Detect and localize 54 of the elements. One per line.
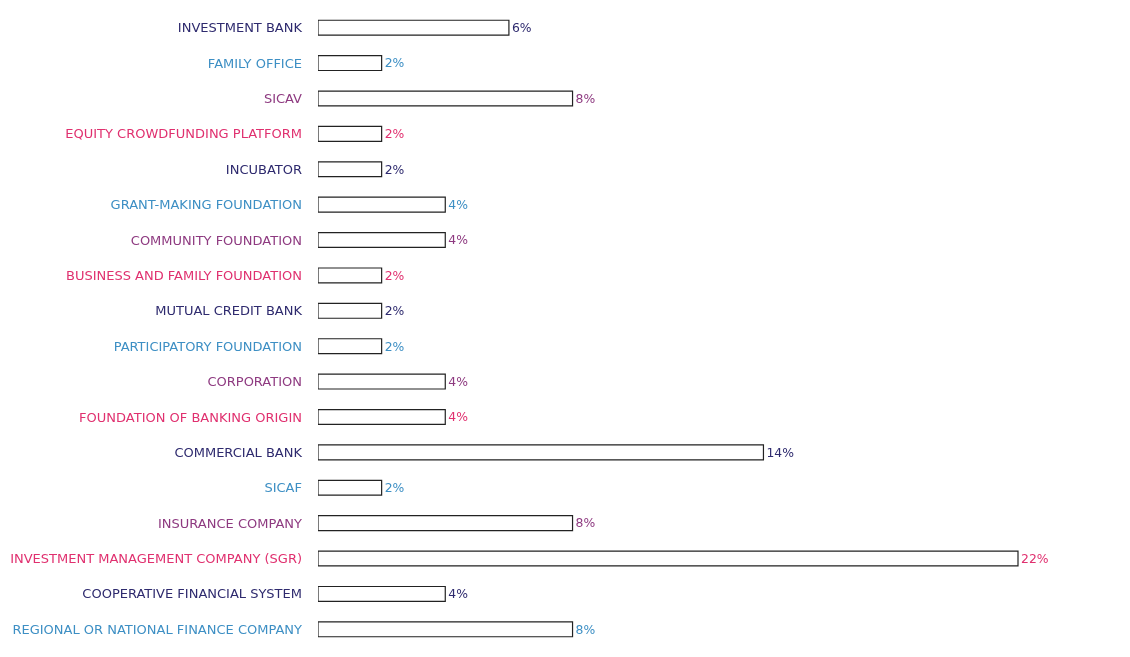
bar — [318, 232, 446, 249]
data-label: 2% — [384, 303, 405, 319]
y-tick-label: FOUNDATION OF BANKING ORIGIN — [79, 409, 302, 425]
y-tick-label: BUSINESS AND FAMILY FOUNDATION — [65, 267, 302, 283]
bar — [318, 55, 383, 72]
data-label: 2% — [384, 127, 405, 142]
y-tick-label: SICAF — [264, 480, 302, 496]
data-label: 2% — [384, 162, 405, 177]
bar — [318, 19, 510, 36]
bar — [318, 585, 446, 602]
y-tick-label: CORPORATION — [207, 374, 302, 390]
y-tick-label: REGIONAL OR NATIONAL FINANCE COMPANY — [12, 621, 303, 637]
y-tick-label: COMMUNITY FOUNDATION — [130, 232, 302, 248]
y-tick-label: EQUITY CROWDFUNDING PLATFORM — [65, 126, 302, 142]
y-tick-label: FAMILY OFFICE — [207, 55, 302, 71]
data-label: 2% — [384, 481, 405, 496]
bar — [318, 196, 446, 213]
bar — [318, 515, 574, 532]
y-tick-label: SICAV — [263, 91, 303, 107]
bar — [318, 408, 446, 425]
data-label: 2% — [384, 338, 405, 354]
data-label: 4% — [448, 197, 469, 212]
y-tick-label: INSURANCE COMPANY — [158, 515, 303, 531]
y-tick-label: INVESTMENT MANAGEMENT COMPANY (SGR) — [10, 551, 302, 567]
bar — [318, 373, 446, 390]
data-label: 6% — [511, 20, 532, 36]
data-label: 2% — [384, 267, 405, 283]
data-label: 8% — [575, 516, 596, 531]
data-label: 4% — [448, 586, 469, 602]
data-label: 4% — [448, 374, 469, 389]
data-label: 14% — [766, 445, 795, 460]
y-tick-label: COOPERATIVE FINANCIAL SYSTEM — [82, 586, 302, 602]
y-tick-label: INVESTMENT BANK — [177, 20, 303, 36]
bar — [318, 621, 574, 638]
y-tick-label: INCUBATOR — [225, 161, 302, 177]
bar — [318, 161, 383, 178]
data-label: 4% — [448, 233, 469, 248]
data-label: 8% — [575, 91, 596, 106]
data-label: 2% — [384, 56, 405, 71]
bar — [318, 125, 383, 142]
data-label: 8% — [575, 621, 596, 637]
bar — [318, 90, 574, 107]
y-tick-label: GRANT-MAKING FOUNDATION — [110, 197, 302, 213]
bar — [318, 267, 383, 284]
y-tick-label: PARTICIPATORY FOUNDATION — [113, 338, 302, 354]
bar — [318, 338, 383, 355]
data-label: 22% — [1021, 551, 1049, 566]
bar — [318, 550, 1019, 567]
y-tick-label: MUTUAL CREDIT BANK — [155, 303, 303, 319]
bar — [318, 302, 383, 319]
data-label: 4% — [448, 410, 469, 425]
bar — [318, 479, 383, 496]
bar — [318, 444, 765, 461]
y-tick-label: COMMERCIAL BANK — [174, 444, 303, 460]
